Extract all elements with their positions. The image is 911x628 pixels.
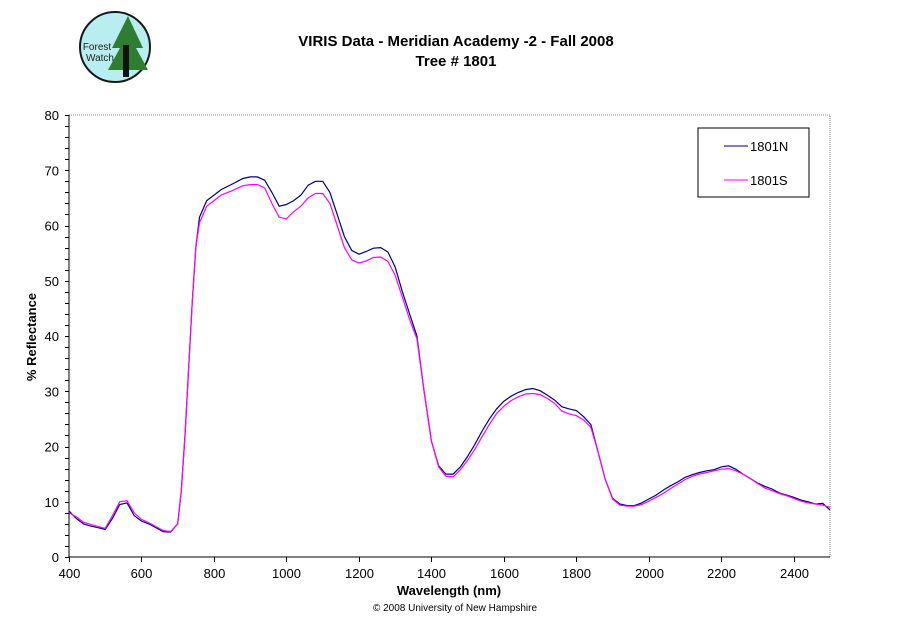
x-tick-label: 1000	[272, 566, 301, 581]
x-tick-label: 2000	[635, 566, 664, 581]
legend-label-1801N: 1801N	[750, 139, 788, 154]
x-tick-label: 800	[204, 566, 226, 581]
legend-label-1801S: 1801S	[750, 173, 788, 188]
svg-text:Watch: Watch	[86, 53, 114, 64]
svg-text:Forest: Forest	[83, 42, 112, 53]
x-tick-label: 400	[59, 566, 81, 581]
x-tick-label: 2200	[707, 566, 736, 581]
y-tick-label: 0	[52, 550, 59, 565]
y-tick-label: 60	[45, 219, 59, 234]
y-tick-label: 80	[45, 108, 59, 123]
y-tick-label: 50	[45, 274, 59, 289]
y-tick-label: 70	[45, 163, 59, 178]
y-tick-label: 10	[45, 495, 59, 510]
copyright: © 2008 University of New Hampshire	[373, 603, 538, 614]
x-tick-label: 600	[131, 566, 153, 581]
y-tick-label: 40	[45, 329, 59, 344]
legend: 1801N 1801S	[697, 127, 810, 198]
series-line-1801S	[68, 184, 831, 533]
x-tick-label: 1800	[562, 566, 591, 581]
x-tick-label: 1200	[345, 566, 374, 581]
y-axis-label: % Reflectance	[24, 293, 39, 381]
y-tick-label: 20	[45, 440, 59, 455]
y-tick-label: 30	[45, 384, 59, 399]
series-line-1801N	[68, 176, 831, 533]
x-tick-label: 1400	[417, 566, 446, 581]
x-tick-label: 1600	[490, 566, 519, 581]
x-axis-label: Wavelength (nm)	[397, 583, 501, 598]
chart-subtitle: Tree # 1801	[416, 53, 497, 70]
chart-title: VIRIS Data - Meridian Academy -2 - Fall …	[298, 33, 613, 50]
x-tick-label: 2400	[780, 566, 809, 581]
forest-watch-logo: Forest Watch	[79, 11, 151, 83]
